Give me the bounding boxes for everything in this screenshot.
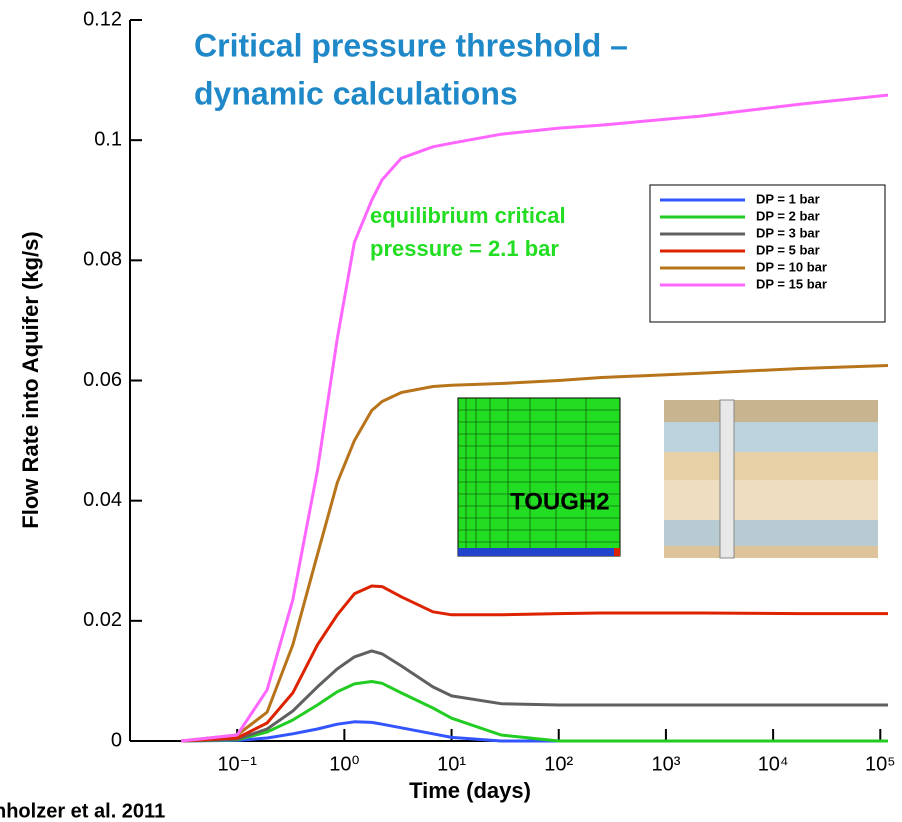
x-axis-label: Time (days) <box>409 778 531 803</box>
legend-label: DP = 15 bar <box>756 276 827 291</box>
x-tick-label: 10¹ <box>437 753 466 775</box>
legend-label: DP = 2 bar <box>756 208 820 223</box>
legend-label: DP = 5 bar <box>756 242 820 257</box>
x-tick-label: 10³ <box>651 753 680 775</box>
legend-label: DP = 1 bar <box>756 191 820 206</box>
y-tick-label: 0.12 <box>83 8 122 30</box>
annotation: equilibrium critical <box>370 203 566 228</box>
y-tick-label: 0.1 <box>94 128 122 150</box>
y-tick-label: 0.02 <box>83 609 122 631</box>
annotation: pressure = 2.1 bar <box>370 236 559 261</box>
x-tick-label: 10⁴ <box>758 753 789 775</box>
y-tick-label: 0 <box>111 729 122 751</box>
y-tick-label: 0.04 <box>83 489 122 511</box>
series-line <box>181 584 888 743</box>
series-line <box>180 364 889 743</box>
legend-label: DP = 10 bar <box>756 259 827 274</box>
x-tick-label: 10² <box>544 753 573 775</box>
series-line <box>181 649 888 743</box>
series-line <box>181 680 888 743</box>
legend-label: DP = 3 bar <box>756 225 820 240</box>
legend-box <box>649 184 886 323</box>
series-line <box>180 93 889 743</box>
x-tick-label: 10⁰ <box>329 753 359 775</box>
x-tick-label: 10⁻¹ <box>217 753 257 775</box>
annotation-title: Critical pressure threshold – <box>194 27 628 63</box>
y-axis-label: Flow Rate into Aquifer (kg/s) <box>18 231 43 528</box>
inset-label: TOUGH2 <box>510 488 610 515</box>
source: nholzer et al. 2011 <box>0 800 165 822</box>
y-tick-label: 0.08 <box>83 249 122 271</box>
y-tick-label: 0.06 <box>83 369 122 391</box>
inset-schematic <box>656 395 886 567</box>
inset-grid <box>440 393 625 568</box>
annotation-title: dynamic calculations <box>194 75 518 111</box>
x-tick-label: 10⁵ <box>865 753 896 775</box>
